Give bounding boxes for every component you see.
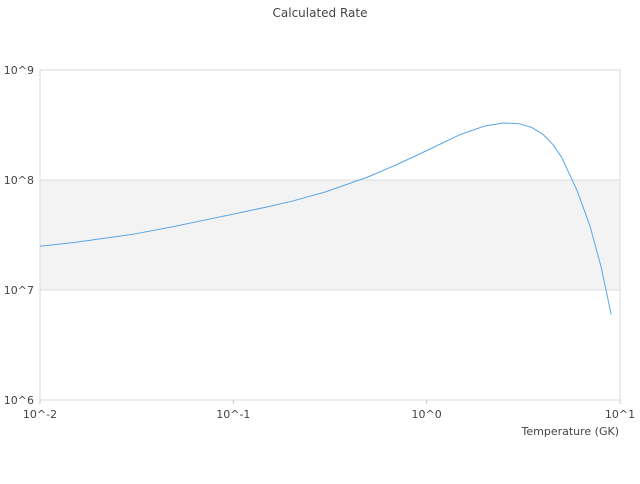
x-tick-label: 10^0 (412, 408, 442, 421)
plot-frame (39, 69, 621, 401)
y-tick-label: 10^8 (4, 174, 34, 187)
y-tick-label: 10^7 (4, 284, 34, 297)
y-tick-label: 10^6 (4, 394, 34, 407)
y-tick-label: 10^9 (4, 64, 34, 77)
plot-bands (40, 180, 620, 290)
x-tick-label: 10^-1 (216, 408, 250, 421)
x-axis-label: Temperature (GK) (521, 425, 620, 438)
plot-band (40, 180, 620, 290)
x-tick-label: 10^-2 (23, 408, 57, 421)
y-axis-ticks: 10^6 10^7 10^8 10^9 (4, 64, 34, 407)
chart-title: Calculated Rate (273, 6, 368, 20)
x-axis-ticks: 10^-2 10^-1 10^0 10^1 (23, 400, 635, 421)
series-line (39, 122, 612, 315)
x-tick-label: 10^1 (605, 408, 635, 421)
series-layer (39, 122, 612, 315)
